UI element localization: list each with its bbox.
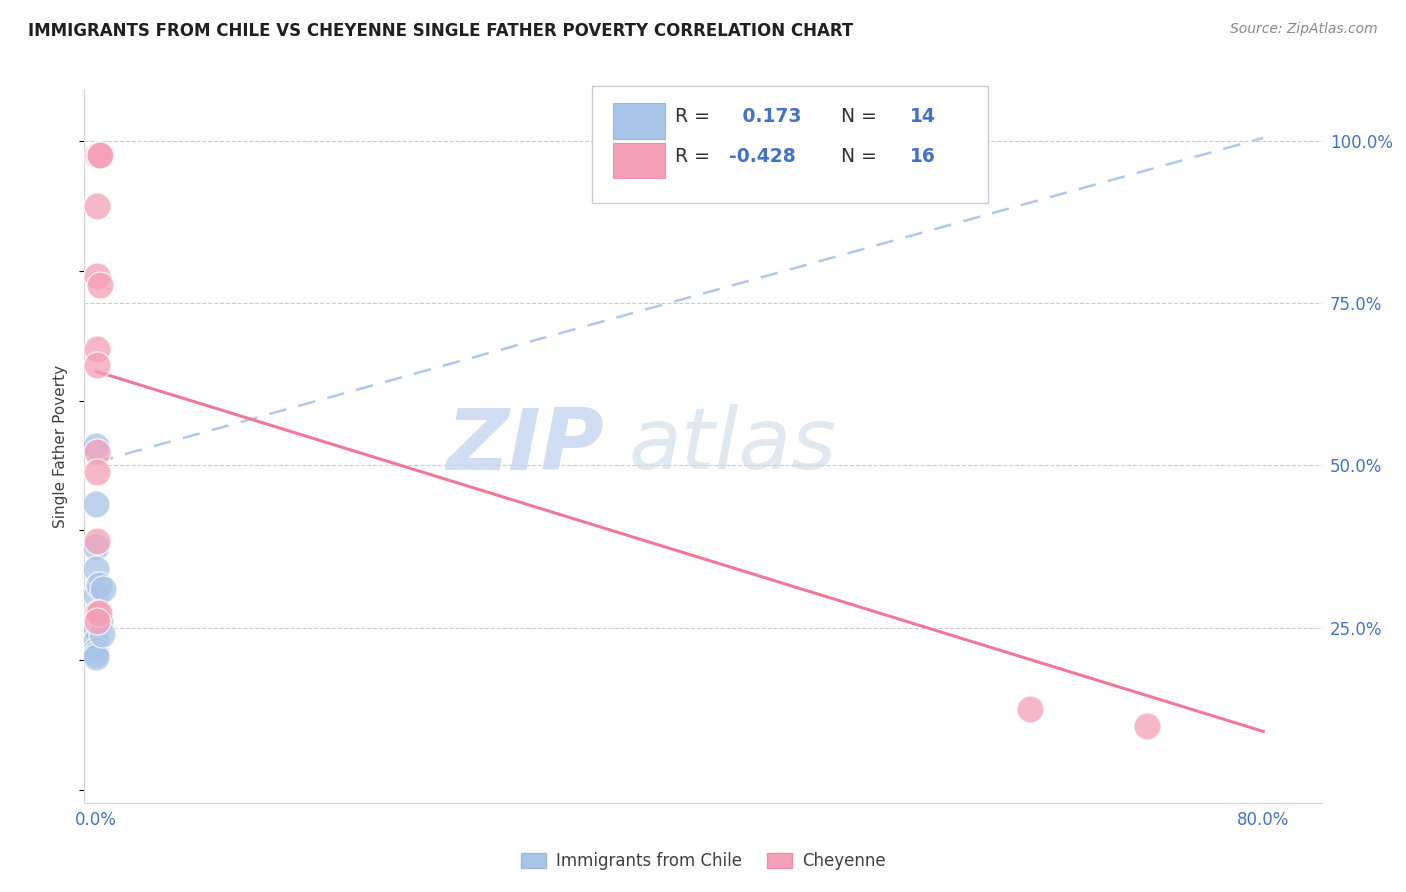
Point (84, 588, 107, 602)
Point (84, 649, 107, 664)
Point (86, 445, 108, 459)
Text: Source: ZipAtlas.com: Source: ZipAtlas.com (1230, 22, 1378, 37)
Point (84, 621, 107, 635)
Point (1135, 719, 1157, 733)
Point (1018, 702, 1040, 716)
Point (86, 148, 108, 162)
Point (86, 534, 108, 549)
Point (91, 582, 114, 596)
Text: 16: 16 (910, 147, 935, 167)
Point (86, 268, 108, 283)
FancyBboxPatch shape (592, 86, 987, 203)
Point (86, 342, 108, 356)
Text: 0.173: 0.173 (737, 107, 801, 126)
Point (86, 607, 108, 621)
Point (87, 607, 110, 621)
Point (89, 148, 111, 162)
Point (86, 614, 108, 628)
Point (84, 562, 107, 576)
Point (90, 627, 112, 641)
Point (89, 278, 111, 293)
Point (84, 439, 107, 453)
Bar (613, 143, 665, 178)
Point (86, 199, 108, 213)
Text: N =: N = (830, 107, 883, 126)
Point (84, 540, 107, 554)
Text: R =: R = (675, 147, 716, 167)
Bar (613, 103, 665, 139)
Legend: Immigrants from Chile, Cheyenne: Immigrants from Chile, Cheyenne (515, 846, 891, 877)
Point (87, 578, 110, 592)
Point (86, 358, 108, 372)
Text: -0.428: -0.428 (728, 147, 796, 167)
Point (84, 633, 107, 648)
Text: N =: N = (830, 147, 883, 167)
Text: ZIP: ZIP (446, 404, 605, 488)
Point (87, 148, 110, 162)
Text: atlas: atlas (628, 404, 837, 488)
Point (84, 647, 107, 661)
Text: 14: 14 (910, 107, 935, 126)
Point (84, 643, 107, 657)
Point (89, 614, 111, 628)
Point (86, 465, 108, 479)
Y-axis label: Single Father Poverty: Single Father Poverty (53, 365, 69, 527)
Text: R =: R = (675, 107, 716, 126)
Point (84, 497, 107, 511)
Text: IMMIGRANTS FROM CHILE VS CHEYENNE SINGLE FATHER POVERTY CORRELATION CHART: IMMIGRANTS FROM CHILE VS CHEYENNE SINGLE… (28, 22, 853, 40)
